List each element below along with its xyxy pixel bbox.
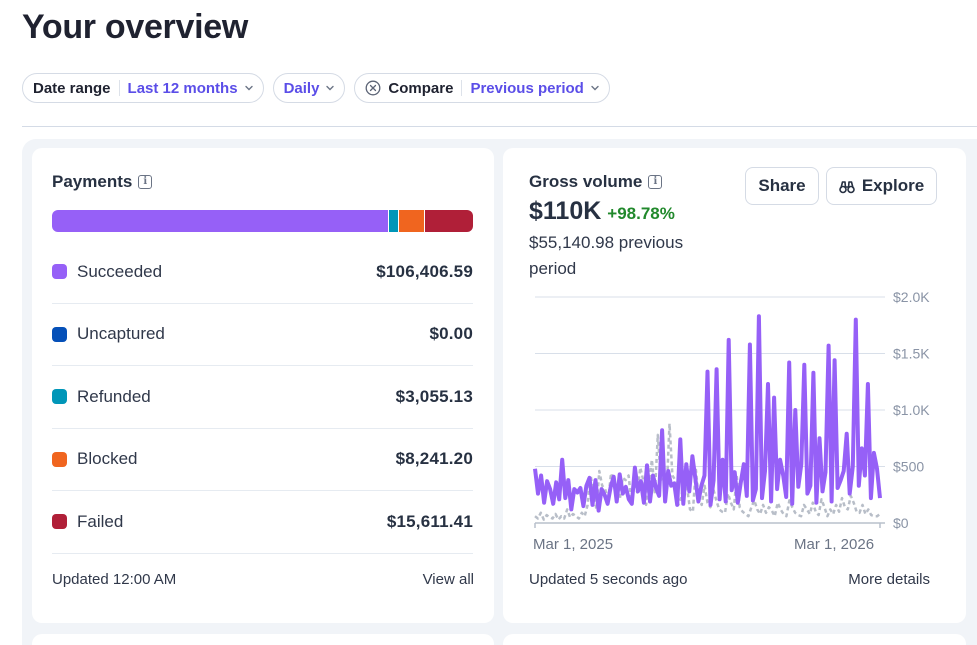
- gross-volume-title: Gross volume i: [529, 172, 663, 192]
- gross-volume-updated-text: Updated 5 seconds ago: [529, 571, 688, 588]
- payments-title: Payments i: [52, 172, 153, 192]
- next-card-left: [32, 634, 494, 645]
- binoculars-icon: [839, 179, 855, 194]
- chevron-down-icon: [326, 84, 335, 92]
- bar-segment-blocked: [397, 210, 424, 232]
- explore-button[interactable]: Explore: [826, 167, 937, 205]
- legend-swatch: [52, 514, 67, 530]
- pill-separator: [118, 80, 120, 96]
- payments-footer: Updated 12:00 AM View all: [52, 571, 474, 588]
- series-line-current-period: [533, 314, 882, 513]
- legend-label-group: Failed: [52, 512, 123, 532]
- filter-bar: Date range Last 12 months Daily Compare …: [22, 73, 610, 103]
- y-tick-label: $2.0K: [893, 289, 930, 305]
- legend-row-uncaptured[interactable]: Uncaptured $0.00: [52, 304, 473, 366]
- info-icon[interactable]: i: [648, 175, 663, 189]
- share-button-label: Share: [758, 176, 806, 195]
- date-range-label: Date range: [33, 79, 111, 97]
- legend-label-group: Uncaptured: [52, 324, 165, 344]
- legend-row-failed[interactable]: Failed $15,611.41: [52, 491, 473, 554]
- y-tick-label: $1.0K: [893, 402, 930, 418]
- page-title: Your overview: [22, 8, 248, 46]
- gross-volume-value: $110K: [529, 197, 602, 225]
- y-tick-label: $1.5K: [893, 346, 930, 362]
- legend-name: Succeeded: [77, 261, 163, 281]
- chevron-down-icon: [591, 84, 599, 92]
- gross-volume-footer: Updated 5 seconds ago More details: [529, 571, 930, 588]
- compare-label: Compare: [388, 79, 454, 97]
- close-circle-icon[interactable]: [365, 80, 381, 96]
- legend-amount: $15,611.41: [386, 511, 473, 531]
- bar-segment-succeeded: [52, 210, 389, 232]
- gross-volume-card: Gross volume i $110K +98.78% $55,140.98 …: [503, 148, 966, 623]
- bar-segment-failed: [423, 210, 473, 232]
- legend-row-succeeded[interactable]: Succeeded $106,406.59: [52, 241, 473, 304]
- series-line-previous-period: [534, 422, 881, 521]
- next-card-right: [503, 634, 966, 645]
- bar-segment-refunded: [388, 210, 398, 232]
- legend-name: Failed: [77, 511, 124, 531]
- gross-volume-chart[interactable]: $0 $500 $1.0K $1.5K $2.0K Mar 1, 2025 Mar 1, 2…: [503, 288, 966, 558]
- legend-row-refunded[interactable]: Refunded $3,055.13: [52, 366, 473, 429]
- legend-amount: $3,055.13: [395, 386, 473, 406]
- gross-volume-change: +98.78%: [607, 204, 675, 223]
- legend-row-blocked[interactable]: Blocked $8,241.20: [52, 429, 473, 491]
- more-details-link[interactable]: More details: [848, 571, 930, 588]
- payments-title-text: Payments: [52, 172, 133, 191]
- legend-label-group: Succeeded: [52, 262, 162, 282]
- payments-legend: Succeeded $106,406.59 Uncaptured $0.00 Refun…: [52, 241, 473, 554]
- legend-name: Blocked: [77, 449, 138, 469]
- legend-swatch: [52, 264, 67, 280]
- info-icon[interactable]: i: [138, 175, 153, 189]
- legend-amount: $8,241.20: [395, 449, 473, 469]
- share-button[interactable]: Share: [745, 167, 819, 205]
- previous-period-value: $55,140.98 previous period: [529, 233, 684, 278]
- interval-filter[interactable]: Daily: [272, 73, 346, 103]
- header-divider: [22, 126, 977, 127]
- payments-card: Payments i Succeeded $106,406.59 Uncapture…: [32, 148, 494, 623]
- interval-value: Daily: [283, 79, 320, 97]
- view-all-link[interactable]: View all: [422, 571, 474, 588]
- gross-volume-headline: $110K +98.78%: [529, 197, 675, 226]
- payments-breakdown-bar: [52, 210, 473, 232]
- x-tick-label: Mar 1, 2025: [533, 536, 613, 553]
- chevron-down-icon: [244, 84, 253, 92]
- legend-amount: $0.00: [429, 324, 473, 344]
- x-tick-label: Mar 1, 2026: [794, 536, 874, 553]
- legend-amount: $106,406.59: [376, 261, 473, 281]
- compare-filter[interactable]: Compare Previous period: [354, 73, 610, 103]
- compare-value: Previous period: [470, 79, 584, 97]
- date-range-value: Last 12 months: [127, 79, 238, 97]
- y-tick-label: $500: [893, 459, 924, 475]
- y-tick-label: $0: [893, 515, 909, 531]
- gross-volume-title-text: Gross volume: [529, 172, 643, 191]
- payments-updated-text: Updated 12:00 AM: [52, 571, 177, 588]
- pill-separator: [461, 80, 463, 96]
- legend-swatch: [52, 326, 67, 342]
- legend-label-group: Refunded: [52, 387, 151, 407]
- explore-button-label: Explore: [861, 176, 925, 195]
- legend-name: Uncaptured: [77, 324, 165, 344]
- legend-name: Refunded: [77, 386, 151, 406]
- legend-swatch: [52, 389, 67, 405]
- legend-label-group: Blocked: [52, 449, 137, 469]
- date-range-filter[interactable]: Date range Last 12 months: [22, 73, 264, 103]
- legend-swatch: [52, 451, 67, 467]
